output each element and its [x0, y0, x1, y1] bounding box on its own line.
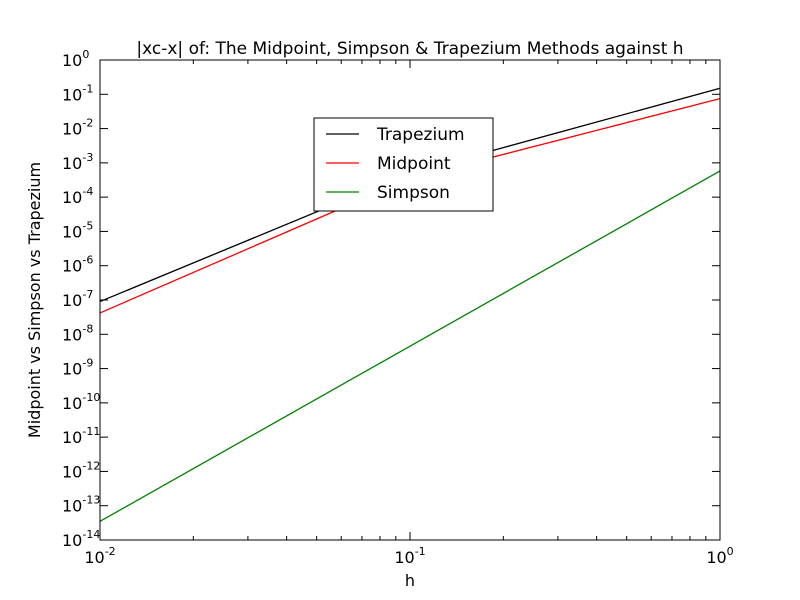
- y-tick-label-exponent: -8: [82, 322, 93, 335]
- y-tick-label-base: 10: [62, 428, 82, 447]
- y-tick-label: 10-5: [62, 219, 93, 241]
- y-tick-label: 10-14: [62, 528, 100, 550]
- x-tick-label-exponent: -1: [415, 545, 426, 558]
- y-tick-label-base: 10: [62, 360, 82, 379]
- y-tick-label: 10-1: [62, 82, 93, 104]
- y-tick-label-base: 10: [62, 497, 82, 516]
- x-axis-label: h: [405, 571, 415, 590]
- legend-label-simpson: Simpson: [377, 183, 450, 203]
- legend-label-trapezium: Trapezium: [376, 125, 465, 145]
- y-tick-label: 10-12: [62, 459, 100, 481]
- y-tick-label-base: 10: [62, 120, 82, 139]
- y-tick-label-exponent: -12: [82, 459, 100, 472]
- x-tick-label-exponent: 0: [727, 545, 734, 558]
- y-tick-label-base: 10: [62, 85, 82, 104]
- legend: Trapezium Midpoint Simpson: [313, 117, 494, 212]
- y-tick-label: 10-9: [62, 357, 93, 379]
- y-tick-label-exponent: -3: [82, 151, 93, 164]
- y-tick-label-base: 10: [62, 188, 82, 207]
- y-tick-label-base: 10: [62, 462, 82, 481]
- legend-label-midpoint: Midpoint: [377, 154, 451, 174]
- y-tick-label-exponent: 0: [82, 48, 89, 61]
- y-tick-label-exponent: -10: [82, 391, 100, 404]
- ticks-layer: 10-2 10-1 10010010-110-210-310-410-510-610…: [62, 48, 734, 567]
- x-tick-label: 10-1: [394, 545, 425, 567]
- y-tick-label-base: 10: [62, 222, 82, 241]
- y-axis-label: Midpoint vs Simpson vs Trapezium: [25, 162, 44, 438]
- x-tick-label-base: 10: [706, 548, 726, 567]
- y-tick-label-exponent: -4: [82, 185, 93, 198]
- y-tick-label: 10-6: [62, 254, 93, 276]
- y-tick-label-exponent: -13: [82, 494, 100, 507]
- y-tick-label: 10-2: [62, 117, 93, 139]
- x-tick-label: 10-2: [84, 545, 115, 567]
- y-tick-label: 10-3: [62, 151, 93, 173]
- y-tick-label: 10-13: [62, 494, 100, 516]
- axes-frame: [99, 59, 721, 541]
- series-line-simpson: [99, 170, 721, 522]
- y-tick-label-base: 10: [62, 394, 82, 413]
- y-tick-label: 10-10: [62, 391, 100, 413]
- y-tick-label: 10-11: [62, 425, 100, 447]
- y-tick-label: 10-4: [62, 185, 93, 207]
- y-tick-label-base: 10: [62, 531, 82, 550]
- y-tick-label-base: 10: [62, 154, 82, 173]
- y-tick-label: 100: [62, 48, 89, 70]
- x-tick-label-base: 10: [394, 548, 414, 567]
- x-tick-label: 100: [706, 545, 733, 567]
- x-tick-label-exponent: -2: [105, 545, 116, 558]
- y-tick-label-exponent: -1: [82, 82, 93, 95]
- y-tick-label-base: 10: [62, 51, 82, 70]
- y-tick-label: 10-8: [62, 322, 93, 344]
- chart-title: |xc-x| of: The Midpoint, Simpson & Trape…: [136, 39, 683, 59]
- y-tick-label-exponent: -7: [82, 288, 93, 301]
- x-tick-label-base: 10: [84, 548, 104, 567]
- y-tick-label-base: 10: [62, 325, 82, 344]
- y-tick-label-exponent: -11: [82, 425, 100, 438]
- y-tick-label-exponent: -14: [82, 528, 100, 541]
- y-tick-label-exponent: -5: [82, 219, 93, 232]
- y-tick-label-base: 10: [62, 257, 82, 276]
- y-tick-label-exponent: -9: [82, 357, 93, 370]
- y-tick-label-exponent: -6: [82, 254, 93, 267]
- y-tick-label: 10-7: [62, 288, 93, 310]
- y-tick-label-exponent: -2: [82, 117, 93, 130]
- y-tick-label-base: 10: [62, 291, 82, 310]
